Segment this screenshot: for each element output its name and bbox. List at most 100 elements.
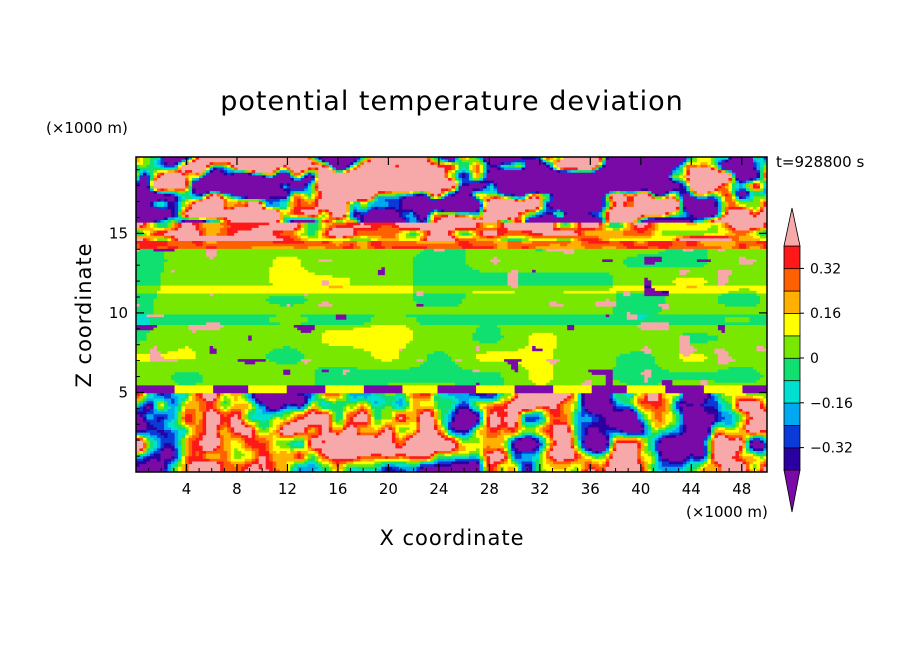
heatmap-cell bbox=[521, 217, 526, 221]
heatmap-cell bbox=[668, 175, 673, 179]
heatmap-cell bbox=[139, 206, 144, 210]
heatmap-cell bbox=[553, 167, 558, 171]
heatmap-cell bbox=[521, 164, 526, 168]
heatmap-cell bbox=[150, 170, 154, 174]
heatmap-cell bbox=[553, 206, 558, 210]
heatmap-cell bbox=[458, 193, 463, 197]
heatmap-cell bbox=[724, 191, 729, 195]
heatmap-cell bbox=[532, 212, 537, 216]
heatmap-cell bbox=[234, 167, 239, 171]
heatmap-cell bbox=[241, 178, 246, 182]
heatmap-cell bbox=[749, 157, 754, 161]
heatmap-cell bbox=[514, 212, 519, 216]
heatmap-cell bbox=[546, 170, 551, 174]
heatmap-cell bbox=[286, 162, 291, 166]
heatmap-cell bbox=[472, 196, 477, 200]
heatmap-cell bbox=[139, 164, 144, 168]
heatmap-cell bbox=[504, 172, 508, 176]
heatmap-cell bbox=[759, 201, 764, 205]
heatmap-cell bbox=[612, 157, 617, 161]
heatmap-cell bbox=[490, 175, 494, 179]
heatmap-cell bbox=[395, 222, 400, 226]
heatmap-cell bbox=[637, 159, 642, 163]
heatmap-cell bbox=[535, 185, 540, 189]
heatmap-cell bbox=[574, 196, 579, 200]
heatmap-cell bbox=[206, 188, 211, 192]
heatmap-cell bbox=[532, 214, 537, 218]
heatmap-cell bbox=[560, 209, 565, 213]
heatmap-cell bbox=[479, 201, 484, 205]
heatmap-cell bbox=[493, 178, 498, 182]
heatmap-cell bbox=[269, 172, 274, 176]
heatmap-cell bbox=[188, 159, 193, 163]
heatmap-cell bbox=[213, 217, 218, 221]
heatmap-cell bbox=[679, 214, 684, 218]
heatmap-cell bbox=[511, 227, 515, 231]
heatmap-cell bbox=[584, 170, 589, 174]
heatmap-cell bbox=[174, 172, 179, 176]
heatmap-cell bbox=[574, 188, 579, 192]
heatmap-cell bbox=[384, 225, 389, 229]
heatmap-cell bbox=[675, 157, 680, 161]
heatmap-cell bbox=[472, 201, 477, 205]
heatmap-cell bbox=[588, 206, 593, 210]
heatmap-cell bbox=[370, 193, 375, 197]
heatmap-cell bbox=[553, 159, 558, 163]
heatmap-cell bbox=[220, 196, 225, 200]
heatmap-cell bbox=[672, 178, 677, 182]
heatmap-cell bbox=[570, 209, 575, 213]
heatmap-cell bbox=[227, 183, 232, 187]
heatmap-cell bbox=[577, 222, 582, 226]
heatmap-cell bbox=[213, 220, 218, 224]
heatmap-cell bbox=[672, 180, 677, 184]
heatmap-cell bbox=[518, 175, 523, 179]
heatmap-cell bbox=[272, 191, 277, 195]
heatmap-cell bbox=[763, 159, 768, 163]
heatmap-cell bbox=[679, 185, 684, 189]
heatmap-cell bbox=[528, 178, 533, 182]
heatmap-cell bbox=[272, 188, 277, 192]
heatmap-cell bbox=[647, 220, 652, 224]
heatmap-cell bbox=[199, 217, 204, 221]
heatmap-cell bbox=[248, 167, 253, 171]
heatmap-cell bbox=[532, 191, 537, 195]
heatmap-cell bbox=[195, 175, 200, 179]
heatmap-cell bbox=[752, 220, 757, 224]
heatmap-cell bbox=[675, 220, 680, 224]
heatmap-cell bbox=[269, 193, 274, 197]
heatmap-cell bbox=[756, 196, 761, 200]
heatmap-cell bbox=[556, 191, 561, 195]
heatmap-cell bbox=[763, 162, 768, 166]
heatmap-cell bbox=[731, 201, 736, 205]
heatmap-cell bbox=[360, 164, 365, 168]
heatmap-cell bbox=[703, 175, 708, 179]
heatmap-cell bbox=[465, 220, 470, 224]
heatmap-cell bbox=[574, 183, 579, 187]
heatmap-cell bbox=[756, 159, 761, 163]
heatmap-cell bbox=[735, 206, 740, 210]
heatmap-cell bbox=[391, 188, 396, 192]
heatmap-cell bbox=[367, 199, 372, 203]
heatmap-cell bbox=[521, 191, 526, 195]
heatmap-cell bbox=[507, 206, 512, 210]
heatmap-cell bbox=[314, 196, 319, 200]
heatmap-cell bbox=[332, 188, 337, 192]
heatmap-cell bbox=[136, 157, 140, 161]
heatmap-cell bbox=[437, 227, 442, 231]
heatmap-cell bbox=[416, 170, 421, 174]
heatmap-cell bbox=[504, 214, 508, 218]
heatmap-cell bbox=[689, 172, 694, 176]
heatmap-cell bbox=[602, 214, 607, 218]
heatmap-cell bbox=[504, 188, 508, 192]
heatmap-cell bbox=[745, 191, 750, 195]
heatmap-cell bbox=[227, 214, 232, 218]
heatmap-cell bbox=[623, 188, 628, 192]
heatmap-cell bbox=[402, 196, 407, 200]
heatmap-cell bbox=[493, 170, 498, 174]
heatmap-cell bbox=[209, 217, 214, 221]
heatmap-cell bbox=[402, 178, 407, 182]
heatmap-cell bbox=[153, 180, 158, 184]
heatmap-cell bbox=[255, 167, 260, 171]
heatmap-cell bbox=[745, 217, 750, 221]
